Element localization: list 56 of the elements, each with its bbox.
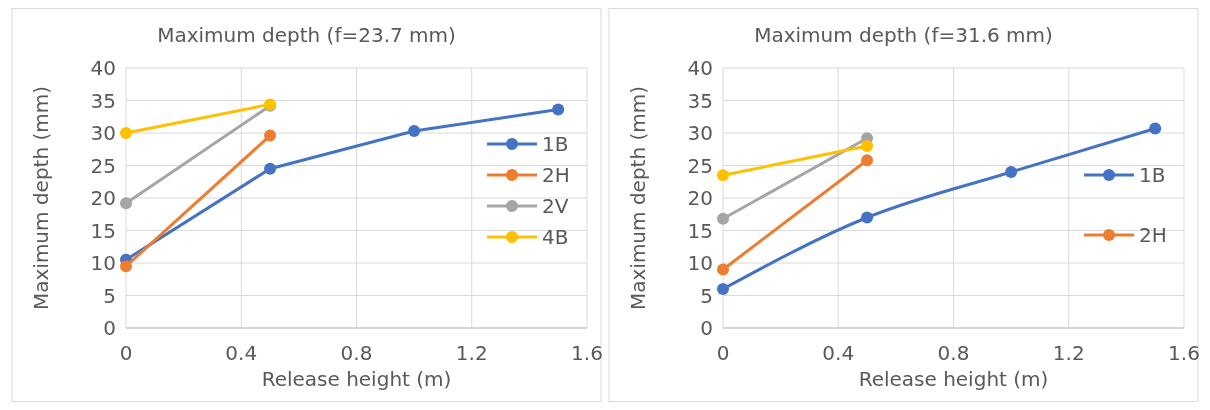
- legend-label: 2V: [542, 194, 569, 218]
- point: [552, 103, 565, 116]
- chart-title: Maximum depth (f=31.6 mm): [754, 23, 1053, 47]
- x-tick-label: 0.4: [225, 341, 258, 365]
- point: [717, 212, 729, 225]
- y-tick-label: 5: [700, 283, 713, 308]
- y-tick-label: 0: [700, 316, 713, 340]
- y-axis-title: Maximum depth (mm): [29, 85, 53, 311]
- x-tick-label: 0: [119, 341, 133, 365]
- x-axis-title: Release height (m): [858, 367, 1049, 391]
- point: [264, 162, 277, 175]
- x-tick-label: 0: [716, 341, 730, 365]
- y-tick-label: 35: [90, 88, 116, 113]
- chart-title: Maximum depth (f=23.7 mm): [157, 23, 456, 47]
- point: [861, 140, 874, 152]
- point: [264, 129, 277, 142]
- point: [861, 211, 874, 224]
- legend-label: 2H: [1139, 223, 1167, 247]
- point: [717, 263, 729, 276]
- y-tick-label: 30: [90, 121, 116, 145]
- legend-label: 1B: [1139, 163, 1166, 187]
- legend-label: 1B: [542, 132, 569, 156]
- y-tick-label: 40: [687, 56, 713, 80]
- point: [717, 283, 729, 295]
- y-tick-label: 25: [90, 153, 116, 178]
- y-tick-label: 0: [103, 316, 116, 340]
- point: [120, 197, 132, 210]
- x-tick-label: 0.8: [340, 341, 373, 365]
- y-tick-label: 15: [687, 218, 713, 243]
- point: [1149, 122, 1162, 135]
- y-tick-label: 35: [687, 88, 713, 113]
- y-tick-label: 15: [90, 218, 116, 243]
- legend-label: 4B: [542, 225, 569, 249]
- x-tick-label: 0.4: [822, 341, 855, 365]
- y-tick-label: 30: [687, 121, 713, 145]
- x-tick-label: 0.8: [937, 341, 970, 365]
- point: [717, 169, 729, 182]
- x-tick-label: 1.2: [1052, 341, 1085, 365]
- y-tick-label: 20: [90, 186, 116, 210]
- y-tick-label: 25: [687, 153, 713, 178]
- y-tick-label: 20: [687, 186, 713, 210]
- point: [861, 154, 874, 167]
- x-axis-title: Release height (m): [261, 367, 452, 391]
- x-tick-label: 1.6: [571, 341, 603, 365]
- y-tick-label: 10: [90, 251, 116, 275]
- x-tick-label: 1.2: [455, 341, 488, 365]
- y-tick-label: 40: [90, 56, 116, 80]
- y-tick-label: 10: [687, 251, 713, 275]
- legend-label: 2H: [542, 163, 570, 187]
- y-axis-title: Maximum depth (mm): [626, 85, 650, 311]
- x-tick-label: 1.6: [1168, 341, 1200, 365]
- point: [120, 127, 132, 139]
- point: [408, 125, 421, 138]
- point: [120, 260, 132, 273]
- y-tick-label: 5: [103, 283, 116, 308]
- point: [1005, 166, 1018, 178]
